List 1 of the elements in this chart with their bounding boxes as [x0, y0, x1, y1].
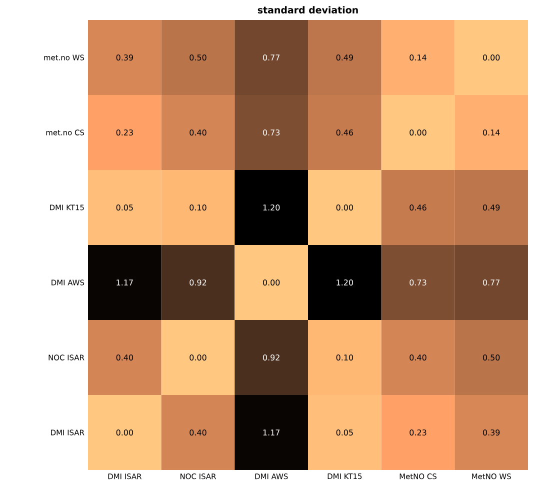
chart-title: standard deviation	[258, 6, 358, 14]
